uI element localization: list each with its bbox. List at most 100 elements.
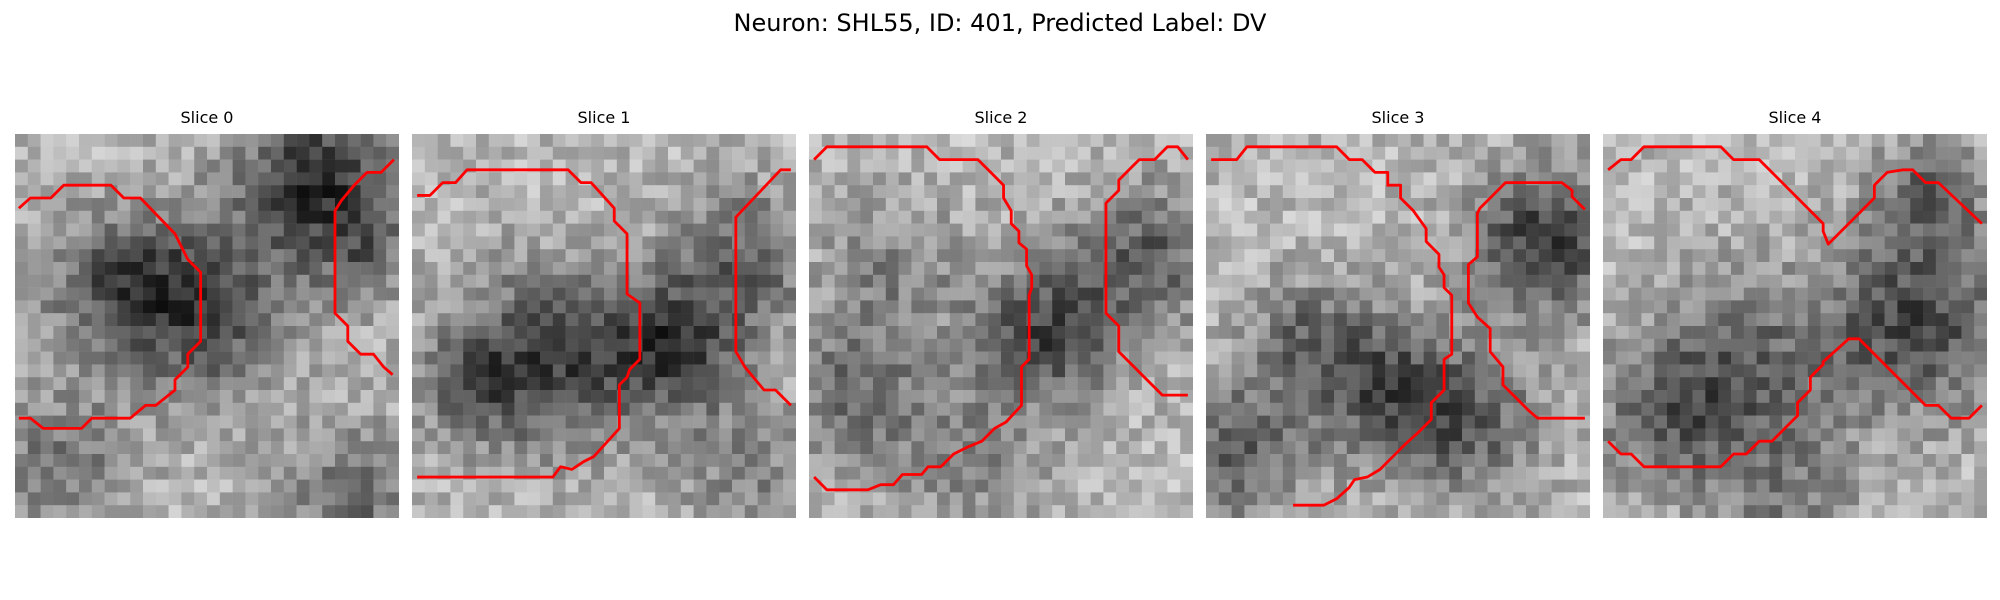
pixel	[130, 505, 144, 518]
pixel	[15, 390, 29, 404]
pixel	[668, 390, 682, 404]
pixel	[911, 223, 925, 237]
pixel	[1359, 134, 1373, 148]
pixel	[360, 172, 374, 186]
pixel	[1795, 390, 1809, 404]
pixel	[1974, 300, 1987, 314]
pixel	[1782, 198, 1796, 212]
pixel	[155, 300, 169, 314]
pixel	[604, 236, 618, 250]
pixel	[744, 249, 758, 263]
pixel	[1462, 441, 1476, 455]
pixel	[1244, 249, 1258, 263]
pixel	[1180, 287, 1193, 301]
pixel	[1923, 505, 1937, 518]
pixel	[604, 402, 618, 416]
pixel	[79, 415, 93, 429]
pixel	[143, 338, 157, 352]
pixel	[1474, 300, 1488, 314]
pixel	[1244, 223, 1258, 237]
pixel	[1782, 287, 1796, 301]
pixel	[1628, 428, 1642, 442]
pixel	[91, 441, 105, 455]
pixel	[1961, 223, 1975, 237]
pixel	[1026, 415, 1040, 429]
pixel	[975, 223, 989, 237]
pixel	[322, 159, 336, 173]
pixel	[719, 134, 733, 148]
pixel	[1231, 326, 1245, 340]
pixel	[143, 492, 157, 506]
pixel	[1884, 223, 1898, 237]
pixel	[79, 172, 93, 186]
pixel	[578, 428, 592, 442]
pixel	[1705, 466, 1719, 480]
pixel	[1129, 300, 1143, 314]
pixel	[1705, 326, 1719, 340]
pixel	[1654, 466, 1668, 480]
pixel	[1743, 172, 1757, 186]
pixel	[258, 236, 272, 250]
pixel	[757, 146, 771, 160]
pixel	[1295, 338, 1309, 352]
pixel	[1743, 428, 1757, 442]
pixel	[1129, 146, 1143, 160]
pixel	[629, 415, 643, 429]
pixel	[1295, 479, 1309, 493]
pixel	[937, 287, 951, 301]
pixel	[1551, 236, 1565, 250]
pixel	[655, 159, 669, 173]
pixel	[1974, 351, 1987, 365]
pixel	[1743, 287, 1757, 301]
pixel	[1538, 236, 1552, 250]
pixel	[373, 390, 387, 404]
pixel	[1667, 479, 1681, 493]
pixel	[117, 198, 131, 212]
pixel	[1526, 505, 1540, 518]
pixel	[232, 223, 246, 237]
pixel	[1129, 377, 1143, 391]
pixel	[1206, 287, 1220, 301]
pixel	[975, 236, 989, 250]
pixel	[898, 274, 912, 288]
pixel	[616, 172, 630, 186]
pixel	[1846, 134, 1860, 148]
pixel	[975, 185, 989, 199]
pixel	[962, 364, 976, 378]
pixel	[565, 146, 579, 160]
pixel	[1180, 441, 1193, 455]
pixel	[1807, 351, 1821, 365]
pixel	[680, 236, 694, 250]
pixel	[1923, 338, 1937, 352]
pixel	[143, 466, 157, 480]
pixel	[168, 428, 182, 442]
pixel	[1487, 287, 1501, 301]
pixel	[809, 172, 823, 186]
pixel	[1372, 172, 1386, 186]
pixel	[668, 479, 682, 493]
pixel	[1449, 505, 1463, 518]
pixel	[155, 351, 169, 365]
pixel	[1795, 223, 1809, 237]
pixel	[1334, 377, 1348, 391]
pixel	[219, 172, 233, 186]
pixel	[1116, 134, 1130, 148]
pixel	[514, 134, 528, 148]
pixel	[668, 210, 682, 224]
pixel	[1474, 454, 1488, 468]
pixel	[604, 326, 618, 340]
pixel	[15, 326, 29, 340]
pixel	[1487, 466, 1501, 480]
pixel	[1385, 159, 1399, 173]
pixel	[1961, 479, 1975, 493]
pixel	[322, 466, 336, 480]
pixel	[1065, 505, 1079, 518]
pixel	[924, 377, 938, 391]
pixel	[962, 313, 976, 327]
pixel	[1206, 249, 1220, 263]
pixel	[1410, 262, 1424, 276]
pixel	[27, 210, 41, 224]
pixel	[1795, 262, 1809, 276]
pixel	[232, 326, 246, 340]
pixel	[988, 390, 1002, 404]
